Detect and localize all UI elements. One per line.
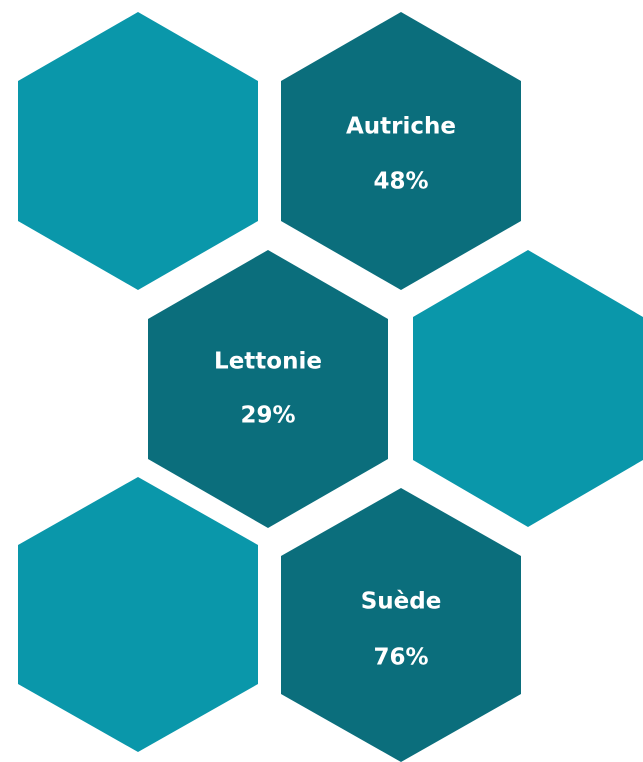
node-label: Lettonie (214, 349, 322, 375)
node-value: 48% (373, 169, 428, 195)
hexagon (18, 477, 258, 752)
hexagon (281, 488, 521, 762)
node-label: Autriche (346, 114, 456, 140)
hexagon (18, 12, 258, 290)
node-value: 29% (240, 403, 295, 429)
hexagon (148, 250, 388, 528)
node-value: 76% (373, 645, 428, 671)
node-label: Suède (361, 589, 442, 615)
hexagon (281, 12, 521, 290)
hexagon (413, 250, 643, 527)
